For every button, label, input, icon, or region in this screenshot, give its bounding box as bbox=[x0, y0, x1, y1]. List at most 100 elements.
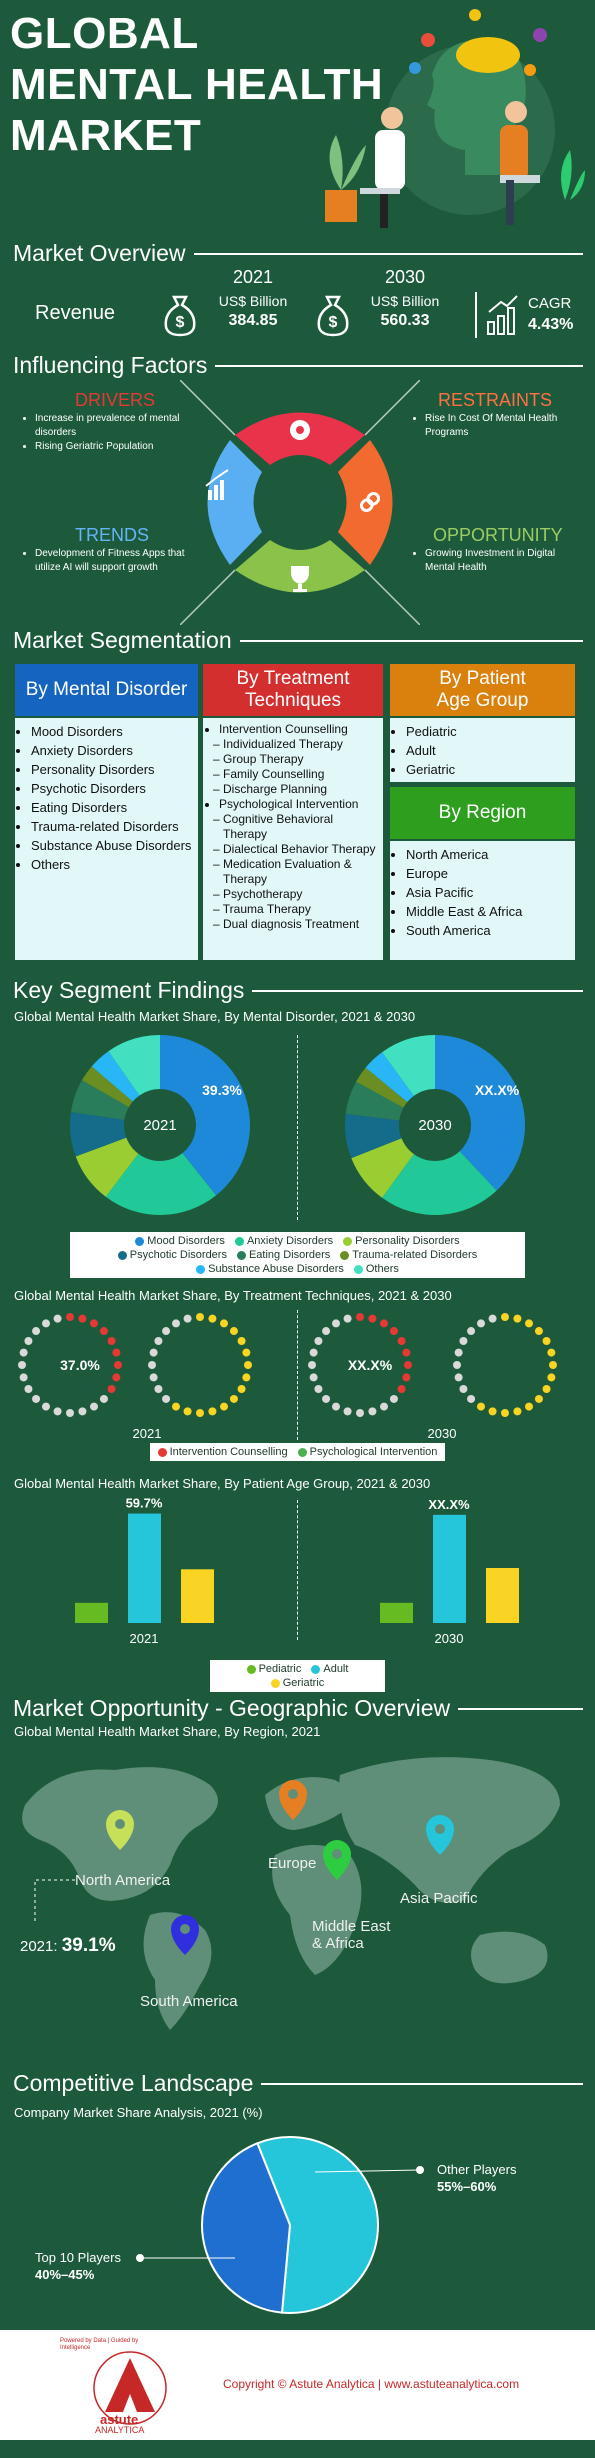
dot-2021-ring-1-16 bbox=[154, 1385, 163, 1393]
dot-2021-ring-0-10 bbox=[90, 1402, 98, 1411]
donut-2030-slice-mood-disorders bbox=[435, 1035, 526, 1191]
region-list: North America Europe Asia Pacific Middle… bbox=[390, 841, 575, 960]
bar-2030-year-label: 2030 bbox=[435, 1631, 464, 1645]
drivers-title: DRIVERS bbox=[75, 390, 156, 410]
donut-2021-slice-personality-disorders bbox=[75, 1137, 139, 1197]
dot-2021-ring-1-23 bbox=[183, 1314, 192, 1323]
dot-2030-ring-0-9 bbox=[389, 1394, 398, 1403]
dot-2030-ring-1-15 bbox=[467, 1394, 476, 1403]
dot-2030-ring-1-13 bbox=[488, 1407, 497, 1416]
donut-2021-slice-eating-disorders bbox=[70, 1080, 129, 1120]
dot-2021-ring-1-19 bbox=[149, 1348, 158, 1357]
donut-2021-slice-psychotic-disorders bbox=[69, 1112, 127, 1157]
region-header: By Region bbox=[390, 787, 575, 839]
dot-2021-ring-1-13 bbox=[183, 1407, 192, 1416]
europe-label: Europe bbox=[268, 1855, 317, 1872]
dot-2030-ring-0-6 bbox=[404, 1361, 412, 1369]
geo-subtitle: Global Mental Health Market Share, By Re… bbox=[14, 1724, 321, 1739]
opportunity-title: OPPORTUNITY bbox=[433, 525, 563, 545]
footer bbox=[0, 2330, 595, 2440]
geographic-overview-heading: Market Opportunity - Geographic Overview bbox=[13, 1695, 583, 1722]
patient-figure bbox=[500, 125, 528, 180]
dot-2030-ring-0-3 bbox=[389, 1327, 398, 1336]
logo-sub: ANALYTICA bbox=[95, 2425, 145, 2435]
opportunity-connector bbox=[364, 569, 420, 625]
legend-item-psychotic-disorders: Psychotic Disorders bbox=[117, 1249, 227, 1261]
dot-2021-ring-0-8 bbox=[107, 1385, 116, 1393]
mental-disorder-list: Mood Disorders Anxiety Disorders Persona… bbox=[15, 718, 198, 960]
dot-2021-ring-0-19 bbox=[19, 1348, 28, 1357]
dot-2021-ring-0-6 bbox=[114, 1361, 122, 1369]
dot-2021-ring-0-23 bbox=[53, 1314, 62, 1323]
dot-2021-ring-1-14 bbox=[172, 1402, 180, 1411]
dot-2030-ring-0-2 bbox=[380, 1319, 388, 1328]
dot-2030-ring-1-11 bbox=[513, 1407, 522, 1416]
driver-connector bbox=[180, 380, 236, 436]
bar-2021-value-label: 59.7% bbox=[126, 1496, 163, 1511]
dot-2030-ring-1-7 bbox=[547, 1373, 556, 1382]
donut-2030-slice-trauma-related-disorders bbox=[356, 1067, 408, 1108]
dot-2030-ring-1-8 bbox=[542, 1385, 551, 1393]
dot-2021-ring-0-21 bbox=[32, 1327, 41, 1336]
north-america-label: North America bbox=[75, 1872, 171, 1889]
legend-item-trauma-related-disorders: Trauma-related Disorders bbox=[340, 1249, 477, 1261]
gear-icon bbox=[290, 420, 310, 440]
gear-icon bbox=[524, 64, 536, 76]
dot-2021-ring-0-16 bbox=[24, 1385, 33, 1393]
chart-divider-2 bbox=[297, 1310, 298, 1440]
dot-2030-ring-1-5 bbox=[547, 1348, 556, 1357]
donut-2021-slice-others bbox=[108, 1035, 160, 1096]
dot-2021-ring-1-10 bbox=[220, 1402, 228, 1411]
dot-2021-ring-1-0 bbox=[196, 1313, 204, 1321]
patient-chair bbox=[500, 175, 540, 183]
trends-title: TRENDS bbox=[75, 525, 150, 545]
dot-2021-ring-1-4 bbox=[237, 1337, 246, 1345]
donut-2021-slice-substance-abuse-disorders bbox=[91, 1051, 140, 1102]
donut-2021-slice-anxiety-disorders bbox=[105, 1153, 217, 1215]
donut-2030-slice-others bbox=[382, 1035, 435, 1096]
dot-2021-ring-0-11 bbox=[78, 1407, 87, 1416]
dot-2021-ring-1-6 bbox=[244, 1361, 252, 1369]
dot-2030-ring-0-5 bbox=[402, 1348, 411, 1357]
legend-item-personality-disorders: Personality Disorders bbox=[343, 1235, 460, 1247]
donut-2030-slice-substance-abuse-disorders bbox=[365, 1052, 414, 1103]
age-group-bar-chart: 59.7% 2021 XX.X% 2030 bbox=[75, 1496, 519, 1645]
unit-2030: US$ Billion bbox=[370, 293, 440, 309]
dot-2021-ring-1-12 bbox=[196, 1409, 204, 1417]
dot-2030-ring-0-1 bbox=[368, 1314, 377, 1323]
doctor-figure bbox=[375, 130, 405, 190]
competitive-pie-chart bbox=[136, 2136, 424, 2314]
growth-chart-icon bbox=[487, 295, 518, 335]
treatment-list: Intervention Counselling Individualized … bbox=[203, 718, 383, 960]
legend-item-mood-disorders: Mood Disorders bbox=[135, 1235, 225, 1247]
plant-pot bbox=[325, 190, 357, 222]
dot-2021-ring-0-22 bbox=[42, 1319, 50, 1328]
top-players-leader-dot bbox=[136, 2254, 144, 2262]
key-segment-findings-heading: Key Segment Findings bbox=[13, 977, 583, 1004]
dot-2030-ring-1-12 bbox=[501, 1409, 509, 1417]
other-players-value: 55%–60% bbox=[437, 2179, 497, 2194]
money-bag-icon: $ bbox=[164, 295, 196, 337]
dot-2030-ring-0-0 bbox=[356, 1313, 364, 1321]
dot-2021-ring-1-2 bbox=[220, 1319, 228, 1328]
doctor-head bbox=[381, 107, 403, 129]
restraints-segment bbox=[338, 440, 393, 565]
influencing-factors-heading: Influencing Factors bbox=[13, 352, 583, 379]
dot-2030-ring-0-8 bbox=[397, 1385, 406, 1393]
legend-item-substance-abuse-disorders: Substance Abuse Disorders bbox=[196, 1263, 344, 1275]
legend-item-intervention-counselling: Intervention Counselling bbox=[157, 1446, 288, 1458]
dot-2021-ring-1-20 bbox=[154, 1337, 163, 1345]
donut-2030-center-label: 2030 bbox=[418, 1117, 451, 1134]
dot-2021-ring-1-3 bbox=[229, 1327, 238, 1336]
dot-2021-ring-0-1 bbox=[78, 1314, 87, 1323]
asia-pacific-label: Asia Pacific bbox=[400, 1890, 478, 1907]
age-group-list: Pediatric Adult Geriatric bbox=[390, 718, 575, 782]
bar-2021-adult bbox=[128, 1513, 161, 1623]
treatment-2021-year-label: 2021 bbox=[133, 1426, 162, 1441]
donut-2030-slice-eating-disorders bbox=[345, 1081, 404, 1121]
dot-2030-ring-0-4 bbox=[397, 1337, 406, 1345]
year-2030-label: 2030 bbox=[384, 267, 426, 287]
legend-item-pediatric: Pediatric bbox=[246, 1663, 301, 1675]
svg-text:$: $ bbox=[329, 314, 338, 331]
trophy-icon bbox=[291, 566, 309, 592]
